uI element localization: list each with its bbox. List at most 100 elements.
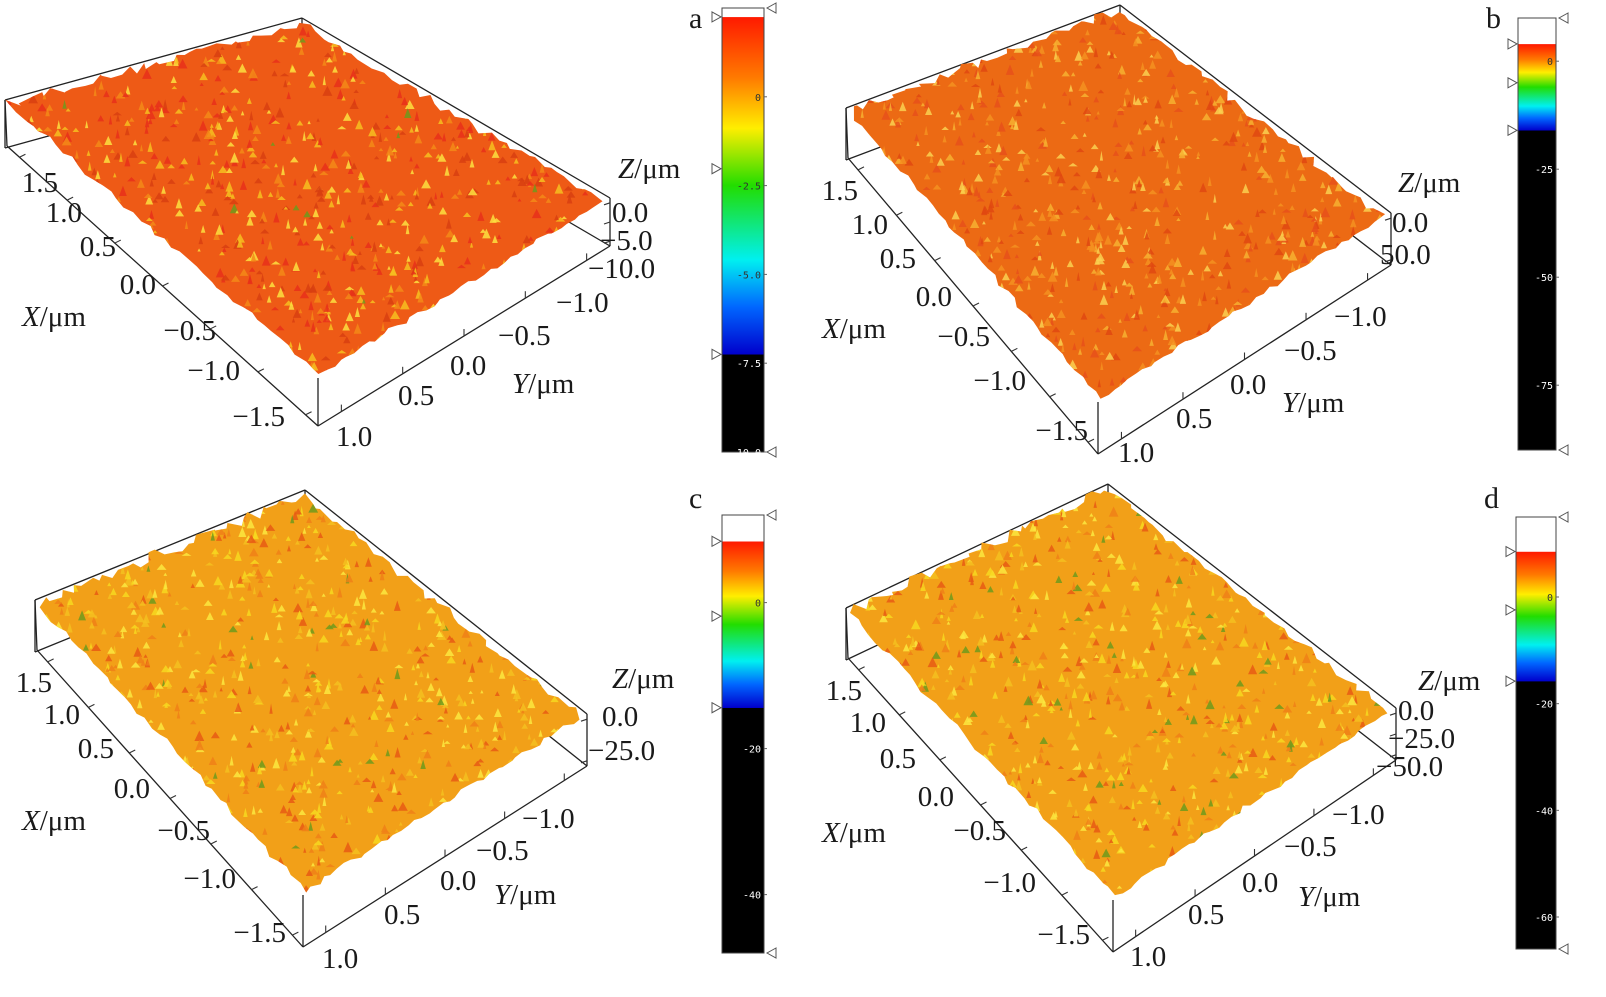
surface-facet — [545, 609, 553, 620]
surface-facet — [1348, 539, 1355, 545]
surface-facet — [393, 600, 401, 611]
surface-facet — [171, 774, 179, 779]
surface-facet — [1389, 170, 1396, 174]
surface-facet — [438, 206, 448, 215]
surface-facet — [214, 75, 222, 82]
surface-facet — [271, 533, 278, 539]
surface-facet — [1265, 807, 1272, 813]
surface-facet — [1008, 779, 1017, 788]
surface-facet — [469, 241, 474, 248]
surface-facet — [1301, 368, 1308, 379]
surface-facet — [569, 740, 579, 746]
colorbar-marker-icon[interactable] — [1507, 76, 1519, 89]
frame-back-edge — [301, 17, 611, 199]
surface-facet — [472, 7, 476, 13]
surface-facet — [411, 830, 416, 840]
colorbar-marker-icon[interactable] — [1557, 12, 1569, 24]
surface-facet — [317, 196, 326, 202]
surface-facet — [522, 235, 531, 244]
colorbar-marker-icon[interactable] — [711, 162, 723, 175]
surface-facet — [137, 160, 148, 164]
surface-facet — [250, 252, 257, 262]
surface-facet — [65, 649, 74, 657]
colorbar-marker-icon[interactable] — [711, 701, 723, 714]
surface-facet — [314, 185, 325, 193]
surface-facet — [1112, 238, 1122, 247]
surface-facet — [568, 257, 577, 267]
colorbar-marker-icon[interactable] — [1507, 124, 1519, 137]
surface-facet — [1173, 256, 1183, 268]
surface-facet — [150, 153, 159, 160]
surface-facet — [364, 481, 368, 487]
surface-facet — [1141, 818, 1149, 826]
colorbar-marker-icon[interactable] — [765, 446, 777, 458]
surface-facet — [1265, 583, 1273, 590]
surface-facet — [888, 573, 895, 584]
surface-facet — [566, 109, 575, 113]
surface-facet — [173, 659, 182, 669]
colorbar-marker-icon[interactable] — [1507, 38, 1519, 50]
surface-facet — [1027, 281, 1031, 290]
surface-facet — [838, 360, 843, 365]
surface-facet — [907, 357, 917, 367]
surface-facet — [287, 797, 296, 804]
surface-facet — [962, 12, 967, 13]
surface-facet — [325, 864, 336, 868]
colorbar-gradient — [1517, 17, 1557, 451]
surface-facet — [375, 505, 383, 509]
surface-facet — [841, 235, 847, 238]
surface-facet — [148, 103, 156, 112]
surface-facet — [144, 107, 151, 114]
surface-facet — [67, 778, 73, 785]
colorbar-marker-icon[interactable] — [765, 2, 777, 14]
surface-facet — [316, 855, 321, 866]
surface-facet — [118, 558, 123, 565]
surface-facet — [881, 164, 892, 175]
surface-facet — [1303, 106, 1310, 113]
surface-facet — [568, 94, 572, 100]
surface-facet — [401, 869, 411, 880]
surface-facet — [430, 340, 441, 349]
surface-facet — [985, 113, 995, 121]
surface-facet — [94, 693, 99, 700]
surface-facet — [363, 624, 371, 631]
surface-facet — [376, 693, 385, 702]
surface-facet — [584, 512, 593, 522]
colorbar-marker-icon[interactable] — [765, 509, 777, 521]
surface-facet — [386, 722, 395, 733]
surface-facet — [873, 564, 883, 570]
surface-facet — [512, 745, 520, 754]
surface-facet — [921, 353, 932, 364]
colorbar-marker-icon[interactable] — [711, 610, 723, 623]
surface-facet — [34, 244, 41, 253]
colorbar-marker-icon[interactable] — [711, 535, 723, 548]
surface-facet — [1052, 39, 1062, 46]
colorbar-marker-icon[interactable] — [765, 947, 777, 959]
surface-facet — [1340, 370, 1347, 379]
surface-facet — [384, 714, 394, 722]
surface-facet — [346, 628, 354, 636]
surface-facet — [306, 662, 310, 667]
surface-facet — [473, 287, 478, 297]
surface-facet — [313, 747, 322, 758]
colorbar-marker-icon[interactable] — [711, 348, 723, 361]
surface-facet — [568, 335, 573, 344]
surface-facet — [132, 28, 140, 38]
surface-facet — [206, 797, 212, 808]
surface-facet — [45, 107, 50, 117]
surface-facet — [925, 51, 933, 62]
surface-facet — [1024, 98, 1028, 103]
surface-facet — [1212, 13, 1220, 22]
surface-facet — [394, 284, 405, 292]
surface-facet — [189, 495, 198, 505]
colorbar-marker-icon[interactable] — [711, 11, 723, 23]
y-tick-label: −0.5 — [476, 835, 529, 867]
surface-facet — [945, 901, 950, 910]
surface-facet — [16, 156, 26, 164]
colorbar-marker-icon[interactable] — [1557, 444, 1569, 456]
surface-facet — [550, 117, 558, 126]
surface-facet — [1101, 280, 1107, 291]
surface-facet — [1270, 388, 1276, 393]
surface-facet — [350, 76, 356, 82]
surface-facet — [149, 370, 154, 374]
